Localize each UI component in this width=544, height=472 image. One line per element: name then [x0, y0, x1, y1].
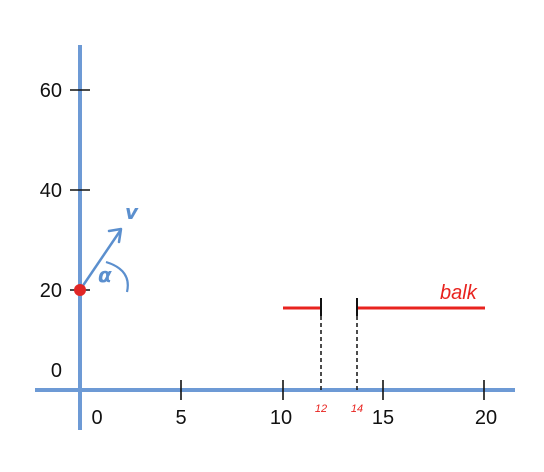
gap-label-14: 14 [351, 403, 363, 415]
x-tick-label-0: 0 [91, 407, 102, 429]
y-tick-label-20: 20 [40, 280, 62, 302]
launch-point [74, 284, 86, 296]
velocity-label: v [125, 200, 139, 224]
velocity-arrowhead [107, 227, 123, 244]
balk-label: balk [440, 282, 478, 304]
x-tick-label-20: 20 [475, 407, 497, 429]
gap-label-12: 12 [315, 403, 327, 415]
velocity-vector [78, 230, 122, 291]
y-tick-label-60: 60 [40, 80, 62, 102]
y-tick-label-0: 0 [51, 360, 62, 382]
x-tick-label-5: 5 [175, 407, 186, 429]
angle-label: α [98, 263, 112, 287]
x-tick-label-15: 15 [372, 407, 394, 429]
x-tick-label-10: 10 [270, 407, 292, 429]
y-tick-label-40: 40 [40, 180, 62, 202]
angle-arc [105, 260, 129, 293]
